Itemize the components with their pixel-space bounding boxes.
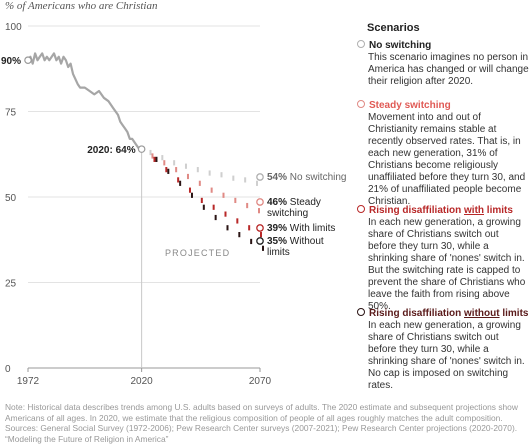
- y-axis-title: % of Americans who are Christian: [5, 0, 158, 12]
- y-tick-label: 100: [5, 22, 22, 33]
- scenario-dot: [357, 308, 365, 316]
- projection-mark: [220, 172, 223, 178]
- value-2020-label: 2020: 64%: [87, 145, 135, 156]
- end-label-text: Steady: [290, 197, 321, 208]
- scenario-title: No switching: [357, 40, 529, 52]
- x-tick-label: 1972: [17, 376, 40, 387]
- projection-mark: [155, 156, 158, 162]
- scenario-dot: [357, 40, 365, 48]
- projection-mark: [210, 187, 213, 193]
- x-tick-label: 2020: [131, 376, 154, 387]
- end-label-text: limits: [267, 247, 290, 258]
- projection-mark: [186, 173, 189, 180]
- scenario-description: In each new generation, a growing share …: [368, 217, 526, 312]
- projection-mark: [196, 167, 199, 173]
- projection-mark: [244, 177, 247, 183]
- start-value-label: 90%: [1, 56, 21, 67]
- projection-mark: [177, 177, 180, 183]
- projection-mark: [173, 160, 176, 166]
- projection-mark: [163, 160, 166, 166]
- footnote: Note: Historical data describes trends a…: [5, 402, 525, 444]
- projection-mark: [198, 180, 201, 186]
- scenario-no-switching: No switching This scenario imagines no p…: [357, 40, 529, 88]
- start-marker: [24, 56, 32, 65]
- end-marker: [256, 237, 264, 245]
- end-marker: [256, 198, 264, 206]
- projection-mark: [246, 202, 249, 209]
- projection-mark: [179, 180, 182, 186]
- end-label-text: With limits: [290, 223, 336, 234]
- end-label-text: No switching: [290, 172, 347, 183]
- scenarios-heading: Scenarios: [367, 22, 420, 34]
- projection-mark: [184, 163, 187, 169]
- source-line: Sources: General Social Survey (1972-200…: [5, 423, 518, 434]
- scenario-description: This scenario imagines no person in Amer…: [368, 52, 529, 87]
- end-label-pct: 35%: [267, 236, 290, 247]
- projection-mark: [149, 149, 152, 156]
- end-label: 39% With limits: [267, 223, 335, 234]
- projection-mark: [212, 204, 215, 210]
- projection-mark: [226, 225, 229, 231]
- projection-mark: [190, 192, 193, 198]
- projection-mark: [161, 155, 164, 161]
- projection-mark: [232, 175, 235, 181]
- scenario-title: Steady switching: [357, 100, 529, 112]
- scenario-title: Rising disaffiliation with limits: [357, 205, 529, 217]
- end-marker: [256, 224, 264, 232]
- projection-mark: [188, 187, 191, 193]
- scenario-title: Rising disaffiliation without limits: [357, 308, 529, 320]
- scenario-without-limits: Rising disaffiliation without limits In …: [357, 308, 529, 392]
- projection-mark: [167, 168, 170, 174]
- end-label: 54% No switching: [267, 172, 347, 183]
- projection-mark: [222, 192, 225, 198]
- end-label: 46% Steady switching: [267, 197, 321, 219]
- scenario-dot: [357, 100, 365, 108]
- projection-mark: [165, 167, 168, 173]
- y-tick-label: 50: [5, 193, 17, 204]
- end-label-text: switching: [267, 208, 308, 219]
- historical-line: [27, 52, 142, 151]
- projection-mark: [236, 218, 239, 224]
- projection-mark: [250, 238, 253, 245]
- projection-mark: [153, 156, 156, 162]
- scenario-description: In each new generation, a growing share …: [368, 320, 525, 391]
- scenario-with-limits: Rising disaffiliation with limits In eac…: [357, 205, 529, 313]
- end-marker: [256, 173, 264, 181]
- projection-mark: [256, 180, 258, 186]
- projection-mark: [224, 211, 227, 217]
- projection-mark: [151, 153, 154, 159]
- projection-mark: [208, 170, 211, 176]
- end-label-pct: 46%: [267, 197, 290, 208]
- projection-mark: [248, 225, 251, 231]
- scenario-description: Movement into and out of Christianity re…: [368, 112, 526, 207]
- projection-mark: [214, 214, 217, 221]
- projection-mark: [260, 232, 262, 238]
- projected-label: PROJECTED: [165, 248, 230, 258]
- end-label-pct: 39%: [267, 223, 290, 234]
- projection-mark: [200, 197, 203, 204]
- projection-mark: [202, 204, 205, 210]
- y-tick-label: 0: [5, 364, 11, 375]
- projection-mark: [258, 208, 260, 214]
- end-label: 35% Without limits: [267, 236, 324, 258]
- end-label-pct: 54%: [267, 172, 290, 183]
- projection-mark: [238, 232, 241, 238]
- x-tick-label: 2070: [249, 376, 272, 387]
- marker-2020: [137, 145, 146, 153]
- note-line: Note: Historical data describes trends a…: [5, 402, 518, 412]
- projection-mark: [234, 197, 237, 204]
- scenario-dot: [357, 205, 365, 213]
- projection-mark: [175, 167, 178, 173]
- y-tick-label: 75: [5, 108, 17, 119]
- scenario-steady-switching: Steady switching Movement into and out o…: [357, 100, 529, 208]
- line-chart: 0 25 50 75 100 1972 2020 2070 PROJECTED 90% 2020: …: [1, 22, 347, 387]
- note-line: Americans of all ages. In 2020, we estim…: [5, 412, 503, 423]
- source-line: “Modeling the Future of Religion in Amer…: [5, 433, 169, 444]
- end-label-text: Without: [290, 236, 324, 247]
- y-tick-label: 25: [5, 279, 17, 290]
- projection-mark: [262, 245, 264, 251]
